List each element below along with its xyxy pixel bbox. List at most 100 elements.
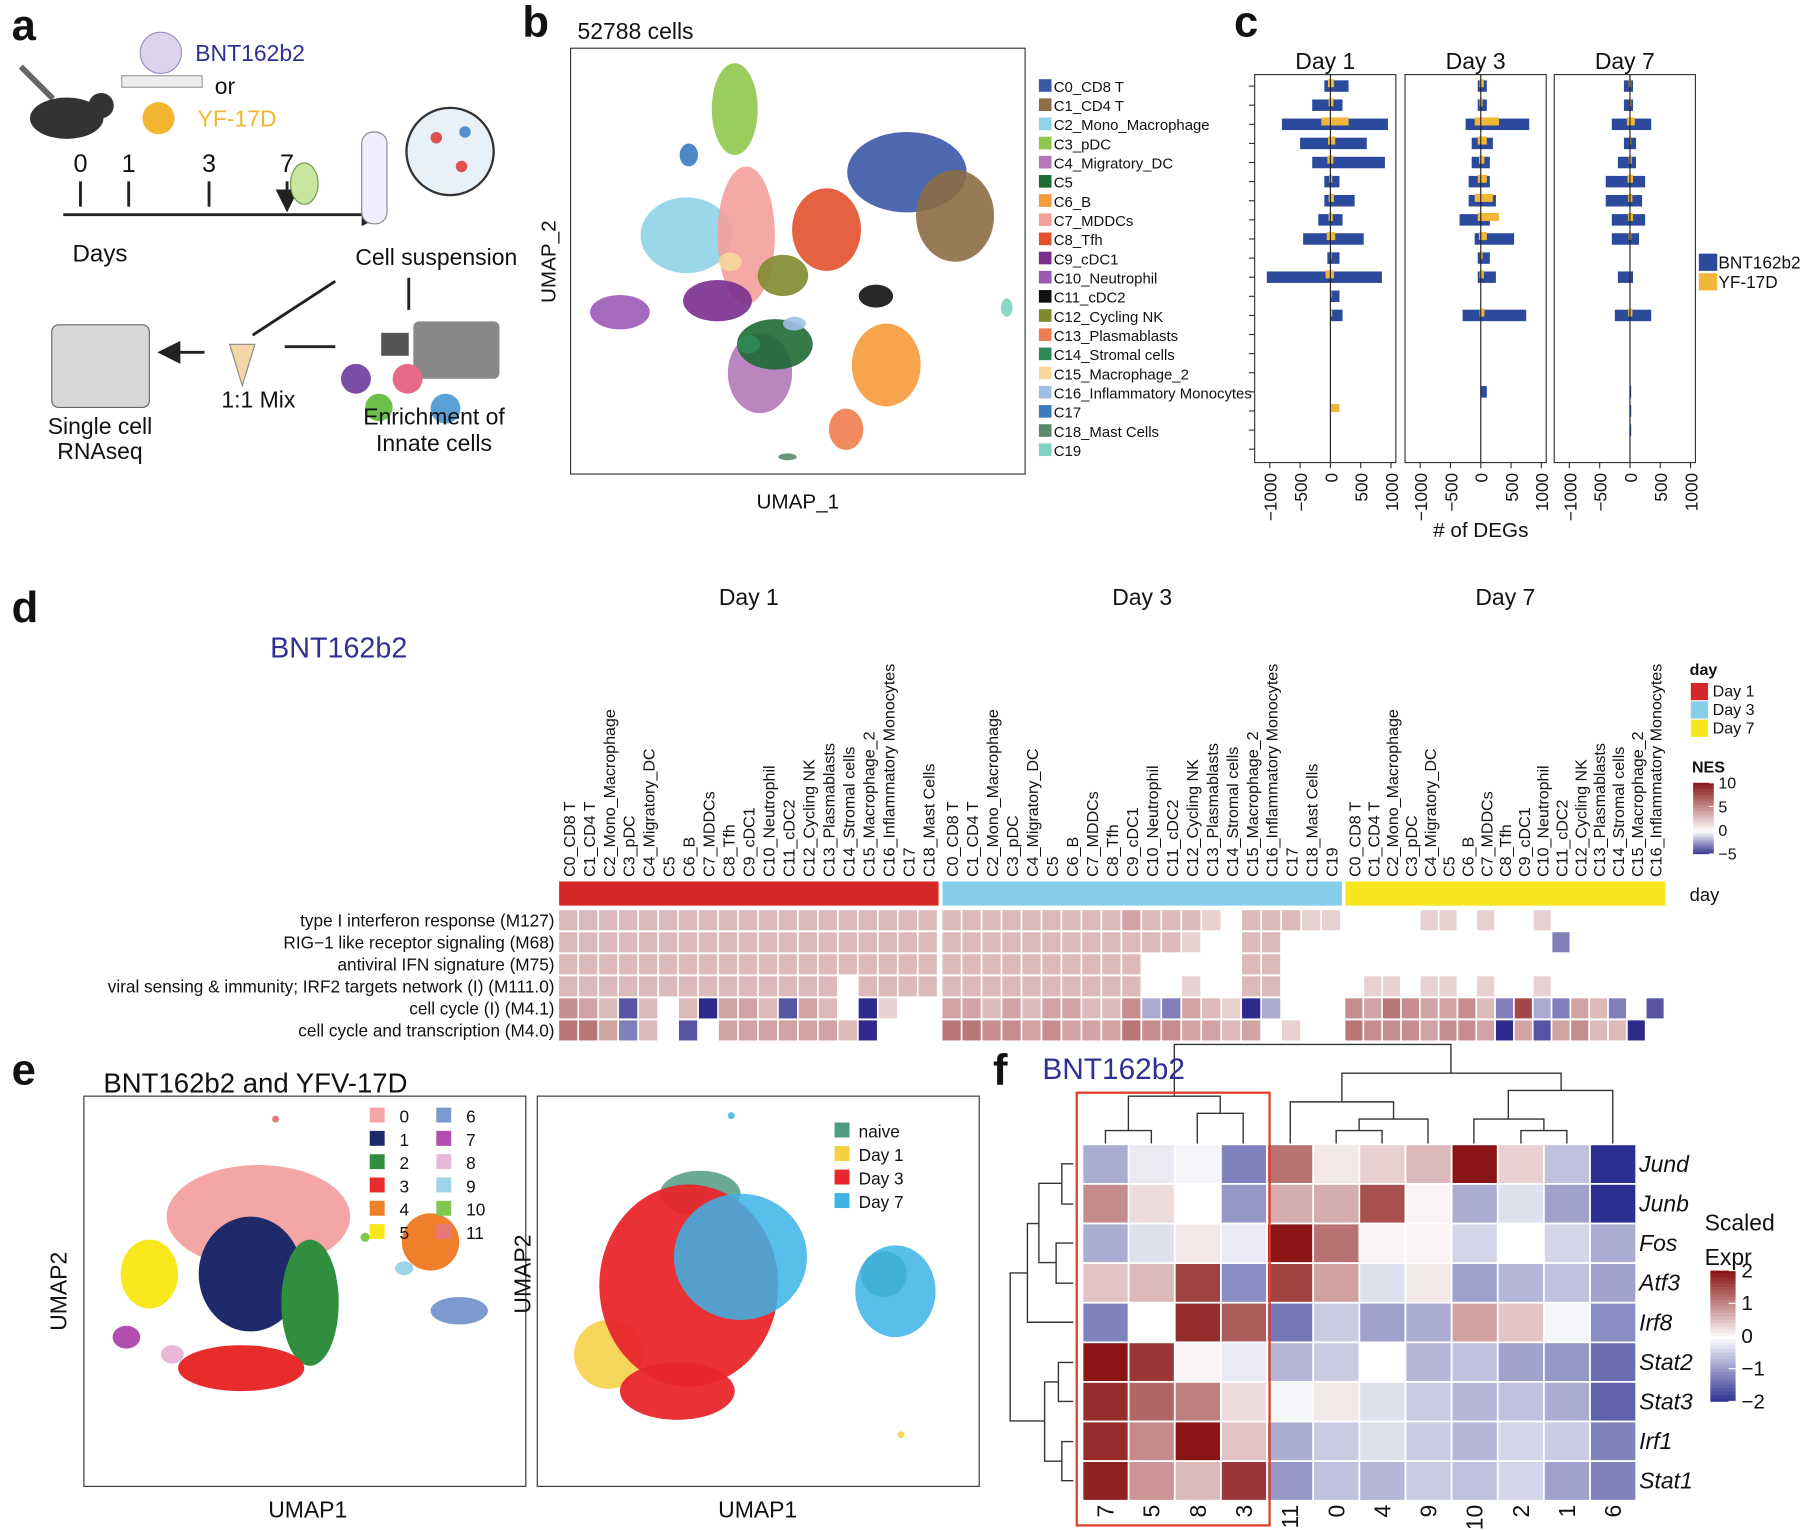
heatmap-cell: [1589, 1143, 1638, 1185]
legend-label: C14_Stromal cells: [1054, 347, 1175, 364]
heatmap-cell: [838, 1020, 857, 1041]
x-tick-label: −500: [1441, 473, 1461, 512]
heatmap-cell: [1646, 998, 1664, 1019]
heatmap-cell: [698, 998, 718, 1019]
heatmap-cell: [1439, 910, 1457, 931]
heatmap-cell: [1002, 932, 1021, 953]
colorbar-step: [1710, 1296, 1736, 1301]
bar: [1480, 386, 1487, 398]
colorbar-step: [1693, 810, 1714, 813]
heatmap-cell: [1589, 1183, 1638, 1225]
heatmap-cell: [1281, 1020, 1301, 1041]
column-label: C11_cDC2: [781, 800, 799, 877]
bar: [1629, 309, 1652, 322]
heatmap-cell: [1533, 1020, 1551, 1041]
row-label: Irf8: [1639, 1309, 1672, 1335]
heatmap-cell: [1220, 1222, 1268, 1265]
column-label: C11_cDC2: [1164, 800, 1182, 877]
heatmap-cell: [1242, 910, 1261, 931]
row-label: Jund: [1638, 1151, 1690, 1177]
cell-dot: [455, 160, 468, 173]
heatmap-cell: [858, 1020, 877, 1041]
bar: [1479, 270, 1481, 279]
legend-swatch: [1038, 194, 1052, 207]
heatmap-cell: [1022, 910, 1041, 931]
step-label: Cell suspension: [355, 244, 517, 270]
heatmap-cell: [1266, 1420, 1315, 1462]
step-label: RNAseq: [57, 438, 142, 464]
legend-swatch: [1038, 385, 1052, 399]
colorbar-step: [1710, 1306, 1736, 1311]
bar: [1324, 175, 1331, 188]
heatmap-cell: [718, 932, 738, 953]
heatmap-cell: [818, 1020, 837, 1041]
bar: [1312, 156, 1331, 169]
heatmap-cell: [758, 998, 778, 1019]
column-label: C4_Migratory_DC: [641, 748, 659, 876]
colorbar-title: Expr: [1705, 1244, 1753, 1270]
bar: [1629, 118, 1652, 131]
bar: [1628, 193, 1630, 202]
heatmap-cell: [918, 976, 937, 997]
legend-swatch: [436, 1154, 452, 1170]
legend-swatch: [436, 1130, 452, 1146]
x-tick-label: −500: [1591, 473, 1611, 512]
day-header: Day 7: [1475, 584, 1535, 610]
heatmap-cell: [1420, 976, 1438, 997]
row-label: Irf1: [1639, 1428, 1672, 1454]
heatmap-cell: [1590, 998, 1608, 1019]
legend-label: 1: [400, 1130, 410, 1150]
legend-swatch: [834, 1146, 850, 1161]
bar: [1623, 137, 1630, 150]
heatmap-cell: [962, 1020, 981, 1041]
bar: [1328, 212, 1331, 222]
legend-swatch: [1690, 701, 1709, 719]
column-label: C8_Tfh: [721, 824, 739, 877]
legend-label: BNT162b2: [1718, 253, 1800, 273]
bar: [1480, 79, 1484, 88]
heatmap-cell: [1081, 1301, 1130, 1344]
heatmap-cell: [718, 998, 738, 1019]
colorbar-step: [1693, 840, 1714, 843]
cluster-cells: [858, 284, 894, 308]
legend-swatch: [369, 1177, 385, 1193]
legend-swatch: [1038, 79, 1052, 92]
heatmap-cell: [559, 976, 578, 997]
bar: [1326, 232, 1331, 241]
legend-swatch: [436, 1200, 452, 1216]
heatmap-cell: [638, 910, 658, 931]
heatmap-cell: [1312, 1420, 1361, 1462]
plot-frame: [83, 1095, 527, 1487]
legend-label: 8: [466, 1153, 476, 1173]
heatmap-cell: [698, 932, 718, 953]
legend-swatch: [1038, 328, 1052, 342]
heatmap-cell: [1220, 1143, 1268, 1185]
colorbar-step: [1710, 1398, 1736, 1402]
heatmap-title: BNT162b2: [1042, 1053, 1185, 1086]
bar: [1617, 156, 1630, 169]
colorbar-step: [1693, 785, 1714, 788]
bar: [1266, 271, 1331, 283]
heatmap-cell: [1543, 1262, 1591, 1304]
group-cells: [619, 1362, 735, 1420]
heatmap-cell: [1182, 932, 1201, 953]
row-dendrogram: [1009, 1163, 1074, 1482]
colorbar-label: 1: [1741, 1292, 1753, 1315]
colorbar-label: 2: [1741, 1259, 1753, 1282]
legend-label: C2_Mono_Macrophage: [1054, 117, 1210, 134]
column-label: 2: [1508, 1505, 1534, 1518]
heatmap-cell: [818, 998, 837, 1019]
row-label: cell cycle (I) (M4.1): [409, 998, 554, 1018]
heatmap-cell: [738, 976, 758, 997]
heatmap-cell: [758, 910, 778, 931]
legend-swatch: [1038, 98, 1052, 111]
heatmap-cell: [942, 932, 961, 953]
cluster-cells: [394, 1261, 414, 1276]
heatmap-cell: [1081, 1460, 1130, 1502]
heatmap-cell: [619, 976, 638, 997]
bar: [1330, 79, 1335, 88]
bar: [1281, 118, 1331, 131]
heatmap-cell: [918, 932, 937, 953]
row-label: Atf3: [1637, 1270, 1680, 1296]
mouse: [29, 97, 104, 139]
